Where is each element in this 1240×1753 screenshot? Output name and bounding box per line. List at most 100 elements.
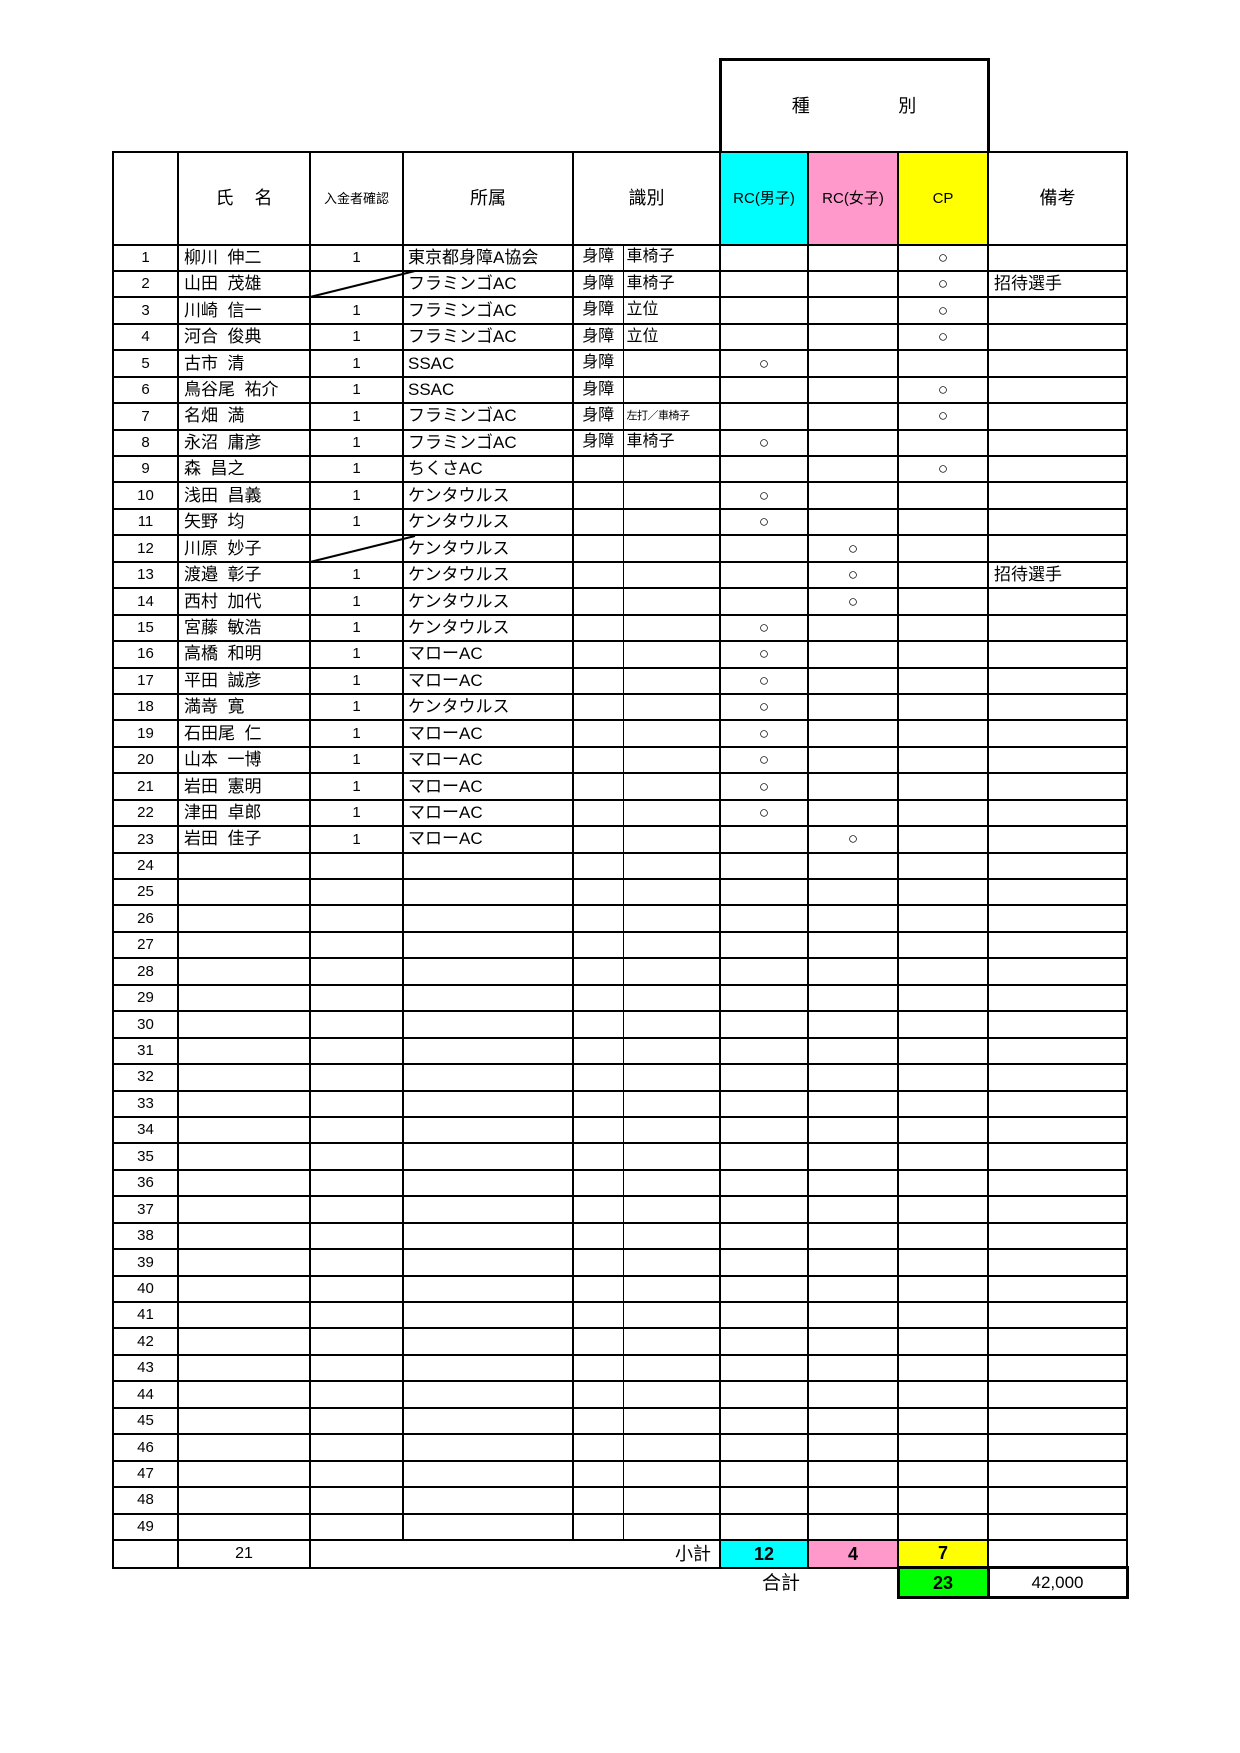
cell-remarks [987, 1301, 1129, 1330]
cell-name [177, 1036, 311, 1066]
table-row: 26 [112, 904, 1129, 933]
cell-affiliation [402, 1301, 574, 1330]
cell-class1 [572, 1248, 624, 1277]
cell-cp [896, 1380, 990, 1409]
cell-rc-male [719, 1353, 809, 1383]
cell-name: 渡邉 彰子 [177, 560, 311, 590]
category-header-cell: 種 別 [718, 58, 990, 153]
cell-rc-male [719, 1459, 809, 1489]
total-row: 合計 23 42,000 [113, 1566, 1129, 1600]
cell-class1 [572, 587, 624, 616]
cell-affiliation: ケンタウルス [402, 692, 574, 722]
cell-payment: 1 [309, 745, 404, 775]
cell-rc-female [807, 666, 899, 695]
cell-class2: 左打／車椅子 [622, 402, 721, 431]
cell-rc-male [719, 1248, 809, 1277]
cell-rc-female [807, 613, 899, 643]
cell-rc-female: ○ [807, 534, 899, 563]
cell-rc-male: ○ [719, 719, 809, 748]
table-row: 25 [112, 878, 1129, 907]
cell-rc-female [807, 322, 899, 352]
cell-payment [309, 269, 416, 299]
cell-class1 [572, 1433, 624, 1462]
cell-cp [896, 1168, 990, 1198]
cell-name: 森 昌之 [177, 455, 311, 484]
table-row: 35 [112, 1142, 1129, 1171]
header-cp: CP [896, 151, 990, 246]
cell-cp [896, 719, 990, 748]
cell-remarks [987, 534, 1129, 563]
cell-affiliation [402, 1486, 574, 1515]
cell-rownum: 11 [112, 507, 179, 537]
cell-affiliation [402, 1512, 574, 1541]
cell-rownum: 19 [112, 719, 179, 748]
cell-payment: 1 [309, 560, 404, 590]
cell-affiliation: SSAC [402, 349, 574, 378]
cell-affiliation [402, 878, 574, 907]
cell-cp [896, 798, 990, 828]
total-amount: 42,000 [986, 1566, 1129, 1600]
cell-cp [896, 983, 990, 1013]
table-row: 22 津田 卓郎 1 マローAC ○ [112, 798, 1129, 828]
table-row: 21 岩田 憲明 1 マローAC ○ [112, 772, 1129, 801]
table-row: 40 [112, 1274, 1129, 1304]
cell-payment [309, 851, 404, 881]
cell-affiliation [402, 930, 574, 960]
cell-name [177, 1433, 311, 1462]
cell-name: 石田尾 仁 [177, 719, 311, 748]
cell-cp: ○ [896, 455, 990, 484]
cell-affiliation: マローAC [402, 640, 574, 669]
cell-affiliation [402, 1010, 574, 1039]
cell-affiliation [402, 1063, 574, 1092]
cell-affiliation: マローAC [402, 798, 574, 828]
cell-cp [896, 428, 990, 458]
cell-rownum: 1 [112, 243, 179, 272]
cell-affiliation [402, 1274, 574, 1304]
cell-class1 [572, 1459, 624, 1489]
cell-payment [309, 1459, 404, 1489]
cell-rc-male [719, 1063, 809, 1092]
cell-affiliation: マローAC [402, 825, 574, 854]
cell-payment [309, 904, 404, 933]
cell-class1 [572, 1063, 624, 1092]
cell-affiliation: ケンタウルス [402, 613, 574, 643]
cell-rc-male: ○ [719, 772, 809, 801]
header-remarks: 備考 [987, 151, 1129, 246]
header-name-label: 氏 名 [180, 187, 308, 208]
table-row: 48 [112, 1486, 1129, 1515]
cell-class1: 身障 [572, 243, 624, 272]
cell-remarks [987, 930, 1129, 960]
cell-affiliation: SSAC [402, 375, 574, 405]
cell-class2 [622, 851, 721, 881]
cell-class1 [572, 772, 624, 801]
header-name-left: 氏 [215, 187, 234, 208]
cell-remarks [987, 1221, 1129, 1251]
cell-rownum: 42 [112, 1327, 179, 1356]
cell-class1 [572, 1195, 624, 1224]
cell-class1 [572, 1406, 624, 1436]
table-row: 1 柳川 伸二 1 東京都身障A協会 身障 車椅子 ○ [112, 243, 1129, 272]
cell-name [177, 1168, 311, 1198]
cell-rownum: 49 [112, 1512, 179, 1541]
cell-remarks [987, 1433, 1129, 1462]
cell-class2 [622, 957, 721, 986]
cell-class2 [622, 587, 721, 616]
cell-rc-male [719, 560, 809, 590]
cell-remarks [987, 1459, 1129, 1489]
cell-rc-male [719, 904, 809, 933]
subtotal-label: 小計 [309, 1538, 721, 1569]
cell-remarks [987, 428, 1129, 458]
cell-payment [309, 1512, 404, 1541]
cell-class1 [572, 481, 624, 510]
spacer-cell [113, 60, 720, 153]
table-row: 45 [112, 1406, 1129, 1436]
cell-name: 永沼 庸彦 [177, 428, 311, 458]
cell-class1 [572, 719, 624, 748]
cell-rownum: 9 [112, 455, 179, 484]
cell-rc-male: ○ [719, 640, 809, 669]
cell-affiliation [402, 851, 574, 881]
cell-rownum: 31 [112, 1036, 179, 1066]
cell-rc-female [807, 455, 899, 484]
table-row: 10 浅田 昌義 1 ケンタウルス ○ [112, 481, 1129, 510]
